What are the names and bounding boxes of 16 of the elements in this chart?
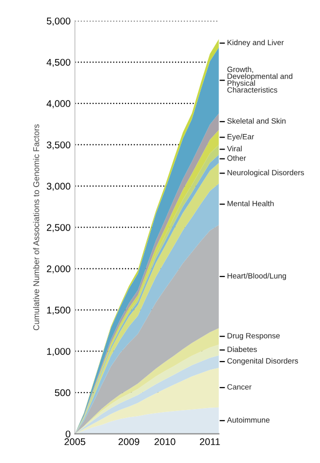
y-tick-label: 0 [66,430,70,438]
x-tick-label: 2011 [200,438,220,446]
y-tick-label: 4,000 [46,100,70,108]
y-tick-label: 500 [54,389,70,396]
y-tick-label: 2,500 [46,224,70,232]
y-tick-label: 1,000 [47,348,70,356]
y-tick-label: 2,000 [46,265,70,274]
y-axis-title: Cumulative Number of Associations to Genomic Factors [33,124,40,330]
y-tick-label: 5,000 [46,18,70,26]
y-tick-label: 3,500 [46,141,70,150]
x-tick-label: 2009 [118,438,140,446]
y-tick-label: 1,500 [47,306,70,315]
x-tick-label: 2005 [64,438,86,446]
y-tick-label: 4,500 [46,58,70,67]
y-tick-label: 3,000 [46,182,70,191]
x-tick-label: 2010 [154,438,176,446]
